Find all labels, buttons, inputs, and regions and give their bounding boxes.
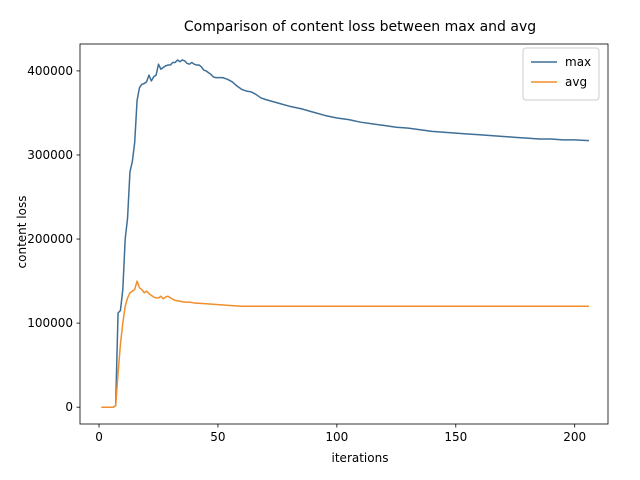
chart-title: Comparison of content loss between max a… [184, 19, 536, 35]
legend: max avg [522, 47, 600, 101]
x-tick-label: 200 [563, 430, 586, 444]
y-tick-label: 400000 [27, 64, 73, 78]
y-axis-label: content loss [15, 196, 29, 269]
y-tick-label: 100000 [27, 316, 73, 330]
x-axis-ticks: 0 50 100 150 200 [95, 424, 586, 444]
x-axis-label: iterations [332, 451, 389, 465]
y-axis-ticks: 0 100000 200000 300000 400000 [27, 64, 80, 414]
x-tick-label: 100 [325, 430, 348, 444]
x-tick-label: 150 [444, 430, 467, 444]
y-tick-label: 300000 [27, 148, 73, 162]
x-tick-label: 0 [95, 430, 103, 444]
y-tick-label: 200000 [27, 232, 73, 246]
legend-label-max: max [565, 55, 591, 69]
series-line-max [101, 59, 590, 408]
series-line-avg [101, 280, 589, 408]
y-tick-label: 0 [65, 400, 73, 414]
plot-area [79, 43, 609, 425]
legend-box [522, 47, 600, 101]
legend-label-avg: avg [565, 75, 587, 89]
plot-frame [79, 43, 609, 425]
x-tick-label: 50 [210, 430, 225, 444]
